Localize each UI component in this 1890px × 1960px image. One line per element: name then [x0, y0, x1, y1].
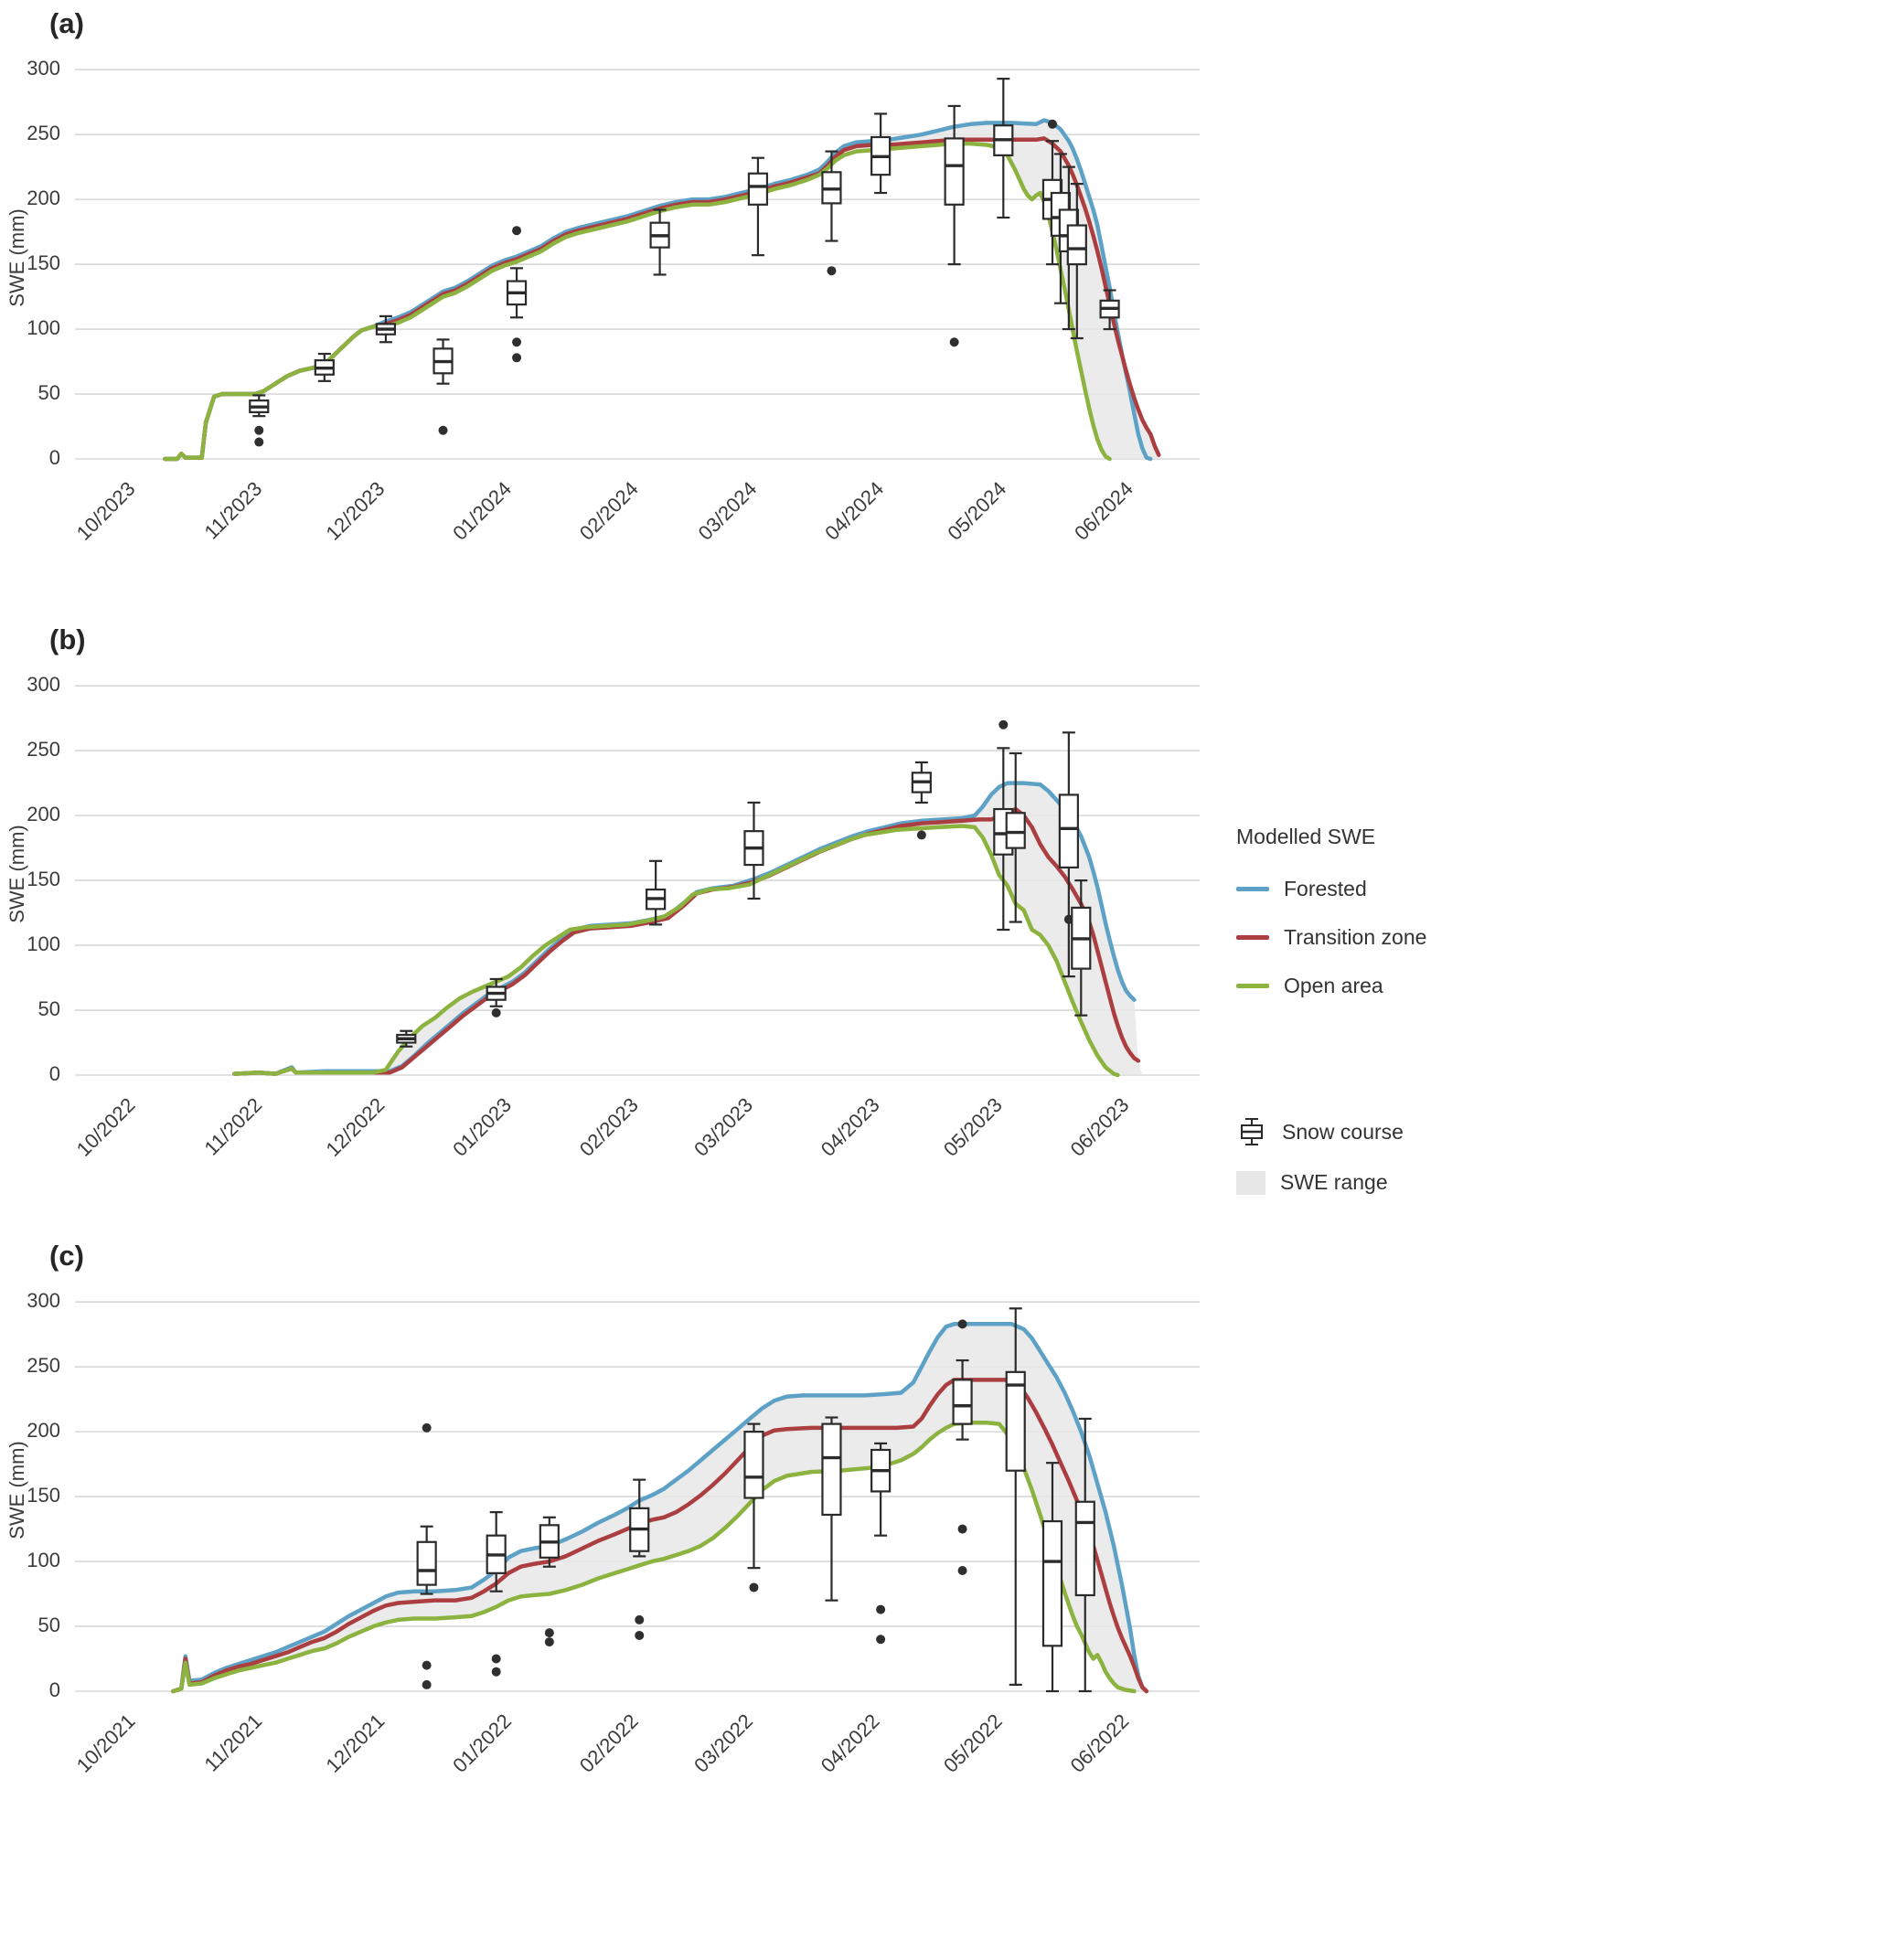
svg-text:11/2023: 11/2023: [200, 477, 267, 544]
svg-text:300: 300: [27, 673, 60, 696]
legend-item-transition-zone: Transition zone: [1236, 925, 1465, 950]
svg-text:03/2024: 03/2024: [694, 477, 762, 545]
svg-text:SWE (mm): SWE (mm): [5, 208, 28, 307]
svg-text:06/2022: 06/2022: [1066, 1710, 1134, 1777]
legend-item-forested-label: Forested: [1284, 877, 1367, 900]
legend-item-swe-range-label: SWE range: [1280, 1170, 1388, 1194]
svg-text:100: 100: [27, 1549, 60, 1571]
transition-zone-line-swatch: [1236, 935, 1269, 940]
svg-text:12/2021: 12/2021: [322, 1710, 390, 1777]
svg-text:200: 200: [27, 186, 60, 209]
svg-text:05/2022: 05/2022: [939, 1710, 1007, 1777]
svg-text:100: 100: [27, 932, 60, 955]
legend-spacer: [1236, 1022, 1465, 1117]
panel-a-label: (a): [49, 7, 84, 39]
svg-text:02/2023: 02/2023: [575, 1093, 643, 1161]
svg-text:150: 150: [27, 251, 60, 274]
svg-text:50: 50: [38, 997, 60, 1020]
legend-item-forested: Forested: [1236, 877, 1465, 901]
svg-text:04/2023: 04/2023: [817, 1093, 884, 1161]
svg-text:300: 300: [27, 1289, 60, 1312]
svg-text:03/2022: 03/2022: [689, 1710, 757, 1777]
legend-item-snow-course: Snow course: [1236, 1117, 1465, 1146]
svg-text:250: 250: [27, 738, 60, 761]
svg-text:200: 200: [27, 1419, 60, 1442]
svg-text:01/2024: 01/2024: [448, 477, 516, 545]
svg-text:10/2022: 10/2022: [72, 1093, 140, 1161]
svg-text:150: 150: [27, 1484, 60, 1507]
svg-text:100: 100: [27, 316, 60, 339]
svg-text:0: 0: [49, 1678, 60, 1701]
svg-text:50: 50: [38, 381, 60, 404]
boxplot-icon: [1236, 1117, 1267, 1146]
legend-item-open-area-label: Open area: [1284, 974, 1383, 997]
svg-text:01/2023: 01/2023: [448, 1093, 516, 1161]
svg-text:12/2022: 12/2022: [322, 1093, 390, 1161]
legend-title: Modelled SWE: [1236, 825, 1376, 848]
legend-item-swe-range: SWE range: [1236, 1170, 1465, 1195]
open-area-line-swatch: [1236, 984, 1269, 988]
legend-item-open-area: Open area: [1236, 974, 1465, 998]
svg-text:11/2021: 11/2021: [200, 1710, 267, 1776]
svg-text:05/2023: 05/2023: [939, 1093, 1007, 1161]
panel-c-label: (c): [49, 1240, 84, 1272]
svg-text:200: 200: [27, 803, 60, 826]
panel-b-label: (b): [49, 623, 86, 655]
svg-text:250: 250: [27, 1354, 60, 1377]
svg-text:03/2023: 03/2023: [689, 1093, 757, 1161]
svg-text:300: 300: [27, 57, 60, 80]
svg-text:04/2024: 04/2024: [820, 477, 888, 545]
legend: Modelled SWE Forested Transition zone Op…: [1236, 825, 1465, 1219]
svg-text:05/2024: 05/2024: [943, 477, 1010, 545]
swe-range-swatch: [1236, 1170, 1265, 1195]
svg-text:SWE (mm): SWE (mm): [5, 825, 28, 923]
svg-text:02/2024: 02/2024: [575, 477, 643, 545]
panel-b: (b) 0 50 100 150 200 250 300 10/2022 11/2022 12/2…: [0, 623, 1890, 1223]
svg-text:11/2022: 11/2022: [200, 1093, 267, 1160]
chart-c: 0 50 100 150 200 250 300 10/2021 11/2021 12/2021 0…: [5, 1289, 1200, 1777]
panel-c: (c) 0 50 100 150 200 250 300 10/2021 11/2021 12/2…: [0, 1240, 1890, 1839]
svg-text:06/2024: 06/2024: [1070, 477, 1137, 545]
panel-a: (a) 0 50 100 150 200 250 300 10/2023 11/2023 12/2…: [0, 7, 1890, 607]
svg-text:0: 0: [49, 1062, 60, 1085]
svg-text:250: 250: [27, 122, 60, 144]
legend-item-snow-course-label: Snow course: [1282, 1119, 1404, 1144]
svg-text:50: 50: [38, 1614, 60, 1636]
svg-text:SWE (mm): SWE (mm): [5, 1441, 28, 1539]
svg-text:150: 150: [27, 868, 60, 890]
svg-text:06/2023: 06/2023: [1066, 1093, 1134, 1161]
chart-a: 0 50 100 150 200 250 300 10/2023 11/2023 12/2023 0…: [5, 57, 1200, 545]
legend-item-transition-zone-label: Transition zone: [1284, 925, 1427, 949]
forested-line-swatch: [1236, 887, 1269, 891]
svg-text:10/2023: 10/2023: [72, 477, 140, 545]
svg-text:04/2022: 04/2022: [817, 1710, 884, 1777]
svg-text:0: 0: [49, 446, 60, 469]
svg-text:01/2022: 01/2022: [448, 1710, 516, 1777]
figure: (a) 0 50 100 150 200 250 300 10/2023 11/2023 12/2…: [0, 7, 1890, 1839]
svg-text:12/2023: 12/2023: [322, 477, 390, 545]
svg-text:02/2022: 02/2022: [575, 1710, 643, 1777]
chart-b: 0 50 100 150 200 250 300 10/2022 11/2022 12/2022 0…: [5, 673, 1200, 1161]
svg-text:10/2021: 10/2021: [72, 1710, 140, 1777]
